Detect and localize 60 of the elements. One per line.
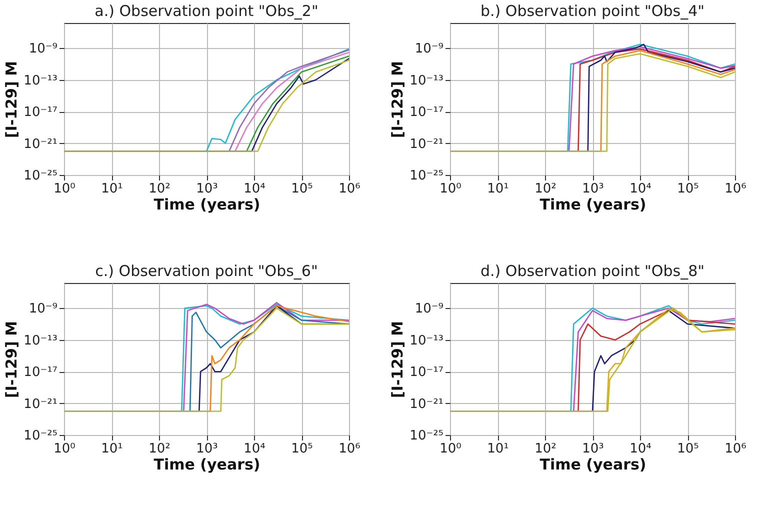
y-tick-label: 10⁻⁹ [414, 302, 444, 317]
y-tick-label: 10⁻²⁵ [24, 428, 58, 444]
chart-title: a.) Observation point "Obs_2" [94, 2, 318, 20]
y-axis-title: [I-129] M [2, 61, 21, 138]
x-tick-label: 10² [148, 442, 170, 456]
y-tick-label: 10⁻²⁵ [410, 428, 444, 444]
x-tick-label: 10⁶ [724, 442, 746, 456]
x-tick-label: 10⁴ [630, 182, 652, 196]
x-tick-label: 10⁴ [244, 442, 266, 456]
y-tick-label: 10⁻²¹ [410, 396, 444, 412]
x-axis-title: Time (years) [540, 456, 646, 474]
x-axis-title: Time (years) [154, 196, 260, 214]
chart-title: d.) Observation point "Obs_8" [480, 262, 705, 280]
y-tick-label: 10⁻¹⁷ [24, 105, 58, 120]
x-tick-label: 10¹ [101, 442, 123, 456]
y-tick-label: 10⁻²¹ [24, 396, 58, 412]
y-tick-label: 10⁻¹⁷ [410, 365, 444, 380]
x-tick-label: 10⁶ [724, 182, 746, 196]
y-axis-title: [I-129] M [2, 321, 21, 398]
x-tick-label: 10⁰ [440, 182, 462, 196]
x-tick-label: 10⁰ [54, 442, 76, 456]
y-tick-label: 10⁻⁹ [28, 42, 58, 57]
y-tick-label: 10⁻¹³ [24, 333, 58, 348]
x-tick-label: 10⁵ [677, 442, 699, 456]
y-tick-label: 10⁻²⁵ [24, 168, 58, 184]
y-tick-label: 10⁻²⁵ [410, 168, 444, 184]
x-tick-label: 10¹ [487, 182, 509, 196]
y-axis-title: [I-129] M [388, 61, 407, 138]
x-tick-label: 10⁵ [677, 182, 699, 196]
chart-title: c.) Observation point "Obs_6" [95, 262, 318, 280]
x-axis-title: Time (years) [154, 456, 260, 474]
x-tick-label: 10⁴ [630, 442, 652, 456]
chart-title: b.) Observation point "Obs_4" [480, 2, 705, 20]
x-tick-label: 10² [148, 182, 170, 196]
y-tick-label: 10⁻⁹ [28, 302, 58, 317]
x-axis-title: Time (years) [540, 196, 646, 214]
y-tick-label: 10⁻²¹ [24, 136, 58, 152]
x-tick-label: 10³ [582, 442, 604, 456]
y-tick-label: 10⁻¹⁷ [24, 365, 58, 380]
x-tick-label: 10⁶ [338, 442, 360, 456]
x-tick-label: 10⁵ [291, 442, 313, 456]
y-tick-label: 10⁻¹⁷ [410, 105, 444, 120]
x-tick-label: 10⁰ [440, 442, 462, 456]
x-tick-label: 10⁵ [291, 182, 313, 196]
x-tick-label: 10² [534, 182, 556, 196]
y-tick-label: 10⁻¹³ [410, 333, 444, 348]
x-tick-label: 10⁶ [338, 182, 360, 196]
x-tick-label: 10³ [196, 182, 218, 196]
y-axis-title: [I-129] M [388, 321, 407, 398]
x-tick-label: 10³ [582, 182, 604, 196]
x-tick-label: 10⁰ [54, 182, 76, 196]
y-tick-label: 10⁻¹³ [24, 73, 58, 88]
x-tick-label: 10¹ [487, 442, 509, 456]
y-tick-label: 10⁻⁹ [414, 42, 444, 57]
x-tick-label: 10¹ [101, 182, 123, 196]
x-tick-label: 10³ [196, 442, 218, 456]
y-tick-label: 10⁻²¹ [410, 136, 444, 152]
x-tick-label: 10² [534, 442, 556, 456]
x-tick-label: 10⁴ [244, 182, 266, 196]
y-tick-label: 10⁻¹³ [410, 73, 444, 88]
